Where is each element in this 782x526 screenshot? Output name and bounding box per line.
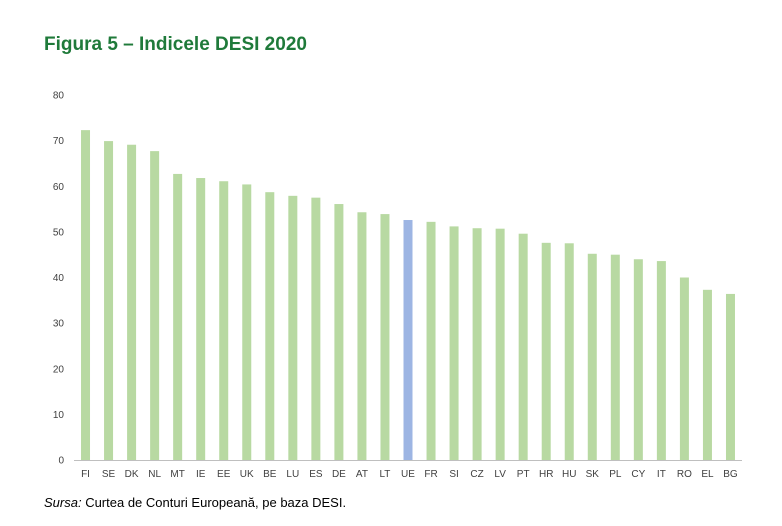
x-axis-ticks: FI SE DK NL MT IE EE UK BE LU ES DE AT LT UE FR SI CZ LV PT… [81,469,738,480]
bar-nl [150,151,160,460]
bar-it [656,261,666,460]
y-tick-label: 40 [53,273,65,284]
bar-dk [127,144,137,460]
bar-mt [173,173,183,460]
bar-hr [541,242,551,460]
x-tick-label-de: DE [332,469,346,480]
x-tick-label-ue: UE [401,469,415,480]
source-note: Sursa: Curtea de Conturi Europeană, pe b… [44,495,346,510]
bar-de [334,204,344,460]
source-text: Curtea de Conturi Europeană, pe baza DES… [81,495,347,510]
bar-es [311,197,321,460]
bar-bg [725,293,735,460]
x-tick-label-cy: CY [631,469,645,480]
x-tick-label-fi: FI [81,469,90,480]
bar-cy [633,259,643,460]
y-tick-label: 10 [53,410,65,421]
bar-lv [495,228,505,460]
bar-be [265,192,275,460]
bar-sk [587,253,597,460]
bar-uk [242,184,252,461]
x-tick-label-pt: PT [517,469,530,480]
bar-fi [81,130,91,460]
bar-pt [518,233,528,460]
bar-ie [196,178,206,460]
x-tick-label-ee: EE [217,469,231,480]
bar-lu [288,195,298,461]
bar-chart: 0 10 20 30 40 50 60 70 80 FI SE DK NL MT IE EE UK BE LU ES… [53,91,742,480]
x-tick-label-pl: PL [609,469,622,480]
bar-fr [426,221,436,460]
x-tick-label-ie: IE [196,469,206,480]
y-tick-label: 60 [53,182,65,193]
x-tick-label-si: SI [449,469,458,480]
x-tick-label-lu: LU [286,469,299,480]
x-tick-label-el: EL [701,469,714,480]
x-tick-label-lt: LT [379,469,390,480]
bar-hu [564,243,574,460]
x-tick-label-cz: CZ [470,469,483,480]
bar-se [104,141,114,461]
y-tick-label: 0 [58,456,64,467]
x-tick-label-uk: UK [240,469,254,480]
x-tick-label-fr: FR [424,469,437,480]
y-tick-label: 30 [53,319,65,330]
bar-ro [679,277,689,460]
bar-ue [403,220,413,460]
bars [81,130,735,461]
bar-cz [472,228,482,460]
x-tick-label-bg: BG [723,469,738,480]
x-tick-label-be: BE [263,469,277,480]
bar-ee [219,181,229,460]
bar-si [449,226,459,460]
x-tick-label-ro: RO [677,469,692,480]
y-tick-label: 80 [53,91,65,102]
y-tick-label: 50 [53,227,65,238]
x-tick-label-lv: LV [494,469,506,480]
y-tick-label: 20 [53,364,65,375]
x-tick-label-hu: HU [562,469,576,480]
x-tick-label-dk: DK [125,469,139,480]
bar-pl [610,254,620,460]
x-tick-label-it: IT [657,469,666,480]
x-tick-label-at: AT [356,469,368,480]
x-tick-label-sk: SK [586,469,600,480]
y-tick-label: 70 [53,136,65,147]
figure-title: Figura 5 – Indicele DESI 2020 [44,34,307,55]
x-tick-label-nl: NL [148,469,161,480]
bar-el [702,289,712,460]
bar-lt [380,214,390,460]
source-label: Sursa: [44,495,82,510]
y-axis-ticks: 0 10 20 30 40 50 60 70 80 [53,91,65,467]
bar-at [357,212,367,460]
x-tick-label-es: ES [309,469,323,480]
x-tick-label-se: SE [102,469,116,480]
x-tick-label-mt: MT [170,469,184,480]
x-tick-label-hr: HR [539,469,553,480]
